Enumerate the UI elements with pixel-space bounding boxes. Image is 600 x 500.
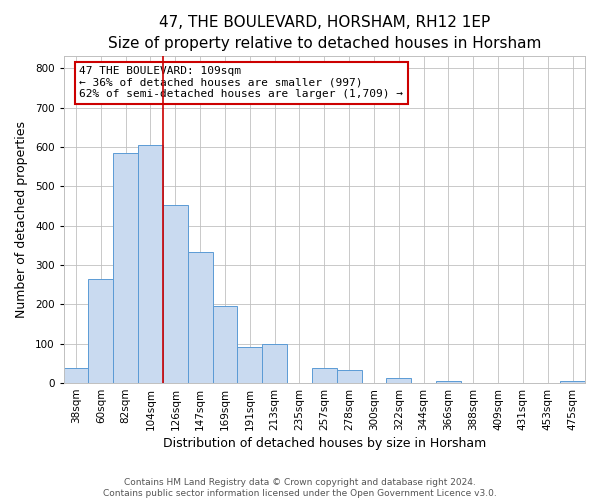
Bar [138,145,163,383]
Y-axis label: Number of detached properties: Number of detached properties [15,121,28,318]
Bar [113,153,138,383]
Text: Contains HM Land Registry data © Crown copyright and database right 2024.
Contai: Contains HM Land Registry data © Crown c… [103,478,497,498]
Bar [163,205,188,383]
Bar [238,347,262,383]
Bar [386,378,411,383]
Bar [64,368,88,383]
Bar [337,370,362,383]
Bar [212,306,238,383]
Bar [312,368,337,383]
X-axis label: Distribution of detached houses by size in Horsham: Distribution of detached houses by size … [163,437,486,450]
Title: 47, THE BOULEVARD, HORSHAM, RH12 1EP
Size of property relative to detached house: 47, THE BOULEVARD, HORSHAM, RH12 1EP Siz… [107,15,541,51]
Text: 47 THE BOULEVARD: 109sqm
← 36% of detached houses are smaller (997)
62% of semi-: 47 THE BOULEVARD: 109sqm ← 36% of detach… [79,66,403,100]
Bar [262,344,287,383]
Bar [188,252,212,383]
Bar [88,279,113,383]
Bar [560,381,585,383]
Bar [436,381,461,383]
